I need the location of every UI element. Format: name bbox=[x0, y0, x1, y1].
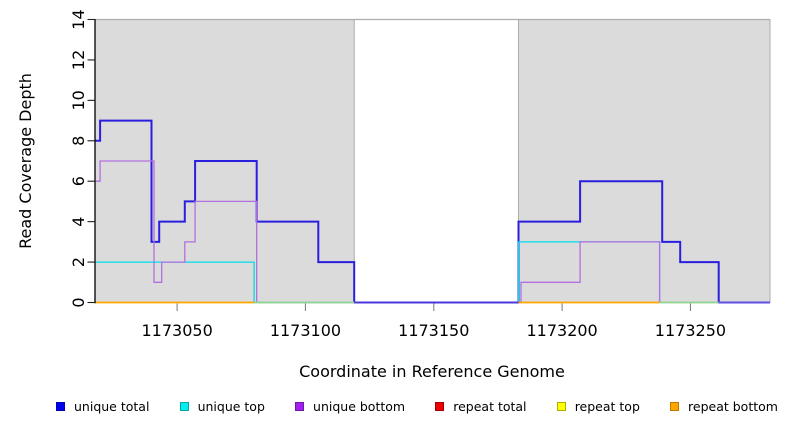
x-axis-title: Coordinate in Reference Genome bbox=[299, 362, 565, 381]
legend-item-repeat-total: repeat total bbox=[435, 398, 527, 414]
y-tick-label: 10 bbox=[69, 90, 88, 110]
legend-item-unique-top: unique top bbox=[179, 398, 265, 414]
y-tick-label: 8 bbox=[69, 136, 88, 146]
legend-swatch-repeat-bottom bbox=[670, 401, 680, 411]
legend-label: repeat bottom bbox=[688, 398, 778, 414]
legend-item-repeat-top: repeat top bbox=[556, 398, 640, 414]
y-tick-label: 4 bbox=[69, 217, 88, 227]
x-tick-label: 1173050 bbox=[141, 321, 212, 340]
shaded-regions bbox=[94, 18, 771, 303]
x-tick-label: 1173100 bbox=[270, 321, 341, 340]
legend-label: unique top bbox=[197, 398, 265, 414]
legend-item-unique-total: unique total bbox=[56, 399, 149, 414]
legend-swatch-repeat-total bbox=[435, 401, 445, 411]
series-line-unique-bottom bbox=[95, 160, 661, 304]
legend-swatch-repeat-top bbox=[556, 401, 566, 411]
x-tick-label: 1173150 bbox=[398, 321, 469, 340]
legend-item-repeat-bottom: repeat bottom bbox=[670, 399, 778, 414]
legend: unique total unique top unique bottom repea… bbox=[0, 395, 792, 417]
y-axis-title: Read Coverage Depth bbox=[16, 73, 35, 249]
coverage-chart: 0 2 4 6 8 10 12 14 1173050 1173100 1173150 1173200 1… bbox=[16, 9, 771, 381]
legend-label: repeat total bbox=[453, 398, 527, 414]
axes: 0 2 4 6 8 10 12 14 1173050 1173100 1173150 1173200 1… bbox=[69, 9, 726, 340]
y-tick-label: 2 bbox=[69, 257, 88, 267]
legend-label: unique bottom bbox=[313, 398, 406, 414]
legend-swatch-unique-total bbox=[56, 401, 65, 411]
legend-label: repeat top bbox=[574, 398, 640, 414]
y-tick-label: 12 bbox=[69, 50, 88, 70]
shaded-region bbox=[517, 19, 771, 303]
y-tick-label: 14 bbox=[69, 9, 88, 29]
series-line-unique-total bbox=[95, 119, 770, 304]
y-tick-label: 6 bbox=[69, 176, 88, 186]
legend-swatch-unique-bottom bbox=[295, 401, 305, 411]
x-tick-label: 1173250 bbox=[655, 321, 726, 340]
y-tick-label: 0 bbox=[69, 297, 88, 307]
x-tick-label: 1173200 bbox=[526, 321, 597, 340]
legend-label: unique total bbox=[74, 398, 150, 414]
legend-item-unique-bottom: unique bottom bbox=[295, 399, 405, 414]
legend-swatch-unique-top bbox=[179, 401, 189, 411]
